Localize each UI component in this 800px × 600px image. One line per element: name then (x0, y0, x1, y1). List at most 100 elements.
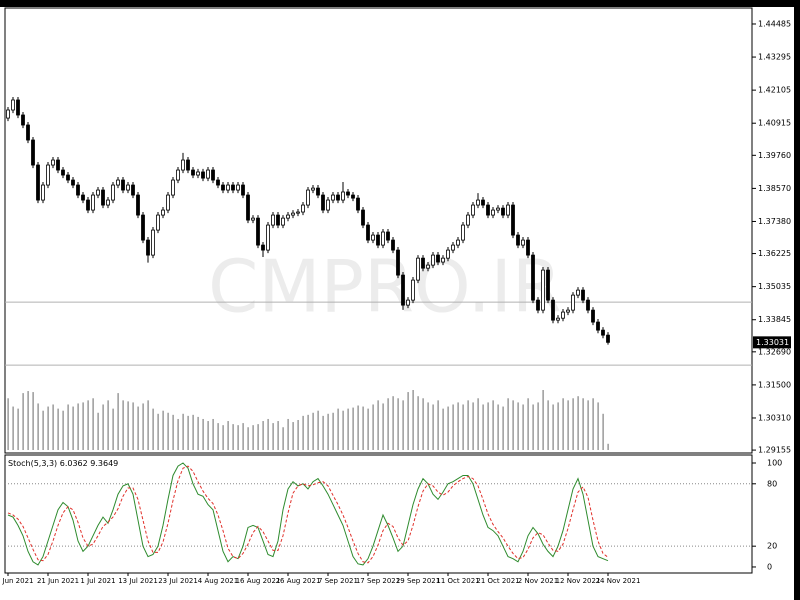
volume-bar (107, 400, 109, 450)
y-tick-label: 1.43295 (758, 53, 791, 62)
volume-bar (417, 396, 419, 450)
candle-body (236, 184, 240, 191)
candle-body (86, 199, 90, 211)
candle-body (431, 254, 435, 266)
candle-body (551, 299, 555, 321)
candle-body (226, 184, 230, 191)
candle-body (456, 239, 460, 246)
volume-bar (247, 427, 249, 450)
candle-body (31, 139, 35, 166)
volume-bar (92, 398, 94, 450)
candle-body (576, 289, 580, 296)
volume-bar (82, 402, 84, 450)
candle-body (6, 109, 10, 119)
volume-bar (537, 402, 539, 450)
volume-bar (57, 408, 59, 450)
volume-bar (532, 404, 534, 450)
candle-body (316, 187, 320, 196)
volume-bar (287, 418, 289, 450)
candle-body (96, 189, 100, 196)
candle-body (451, 244, 455, 251)
y-tick-label: 20 (767, 542, 777, 551)
candle-body (481, 199, 485, 206)
candle-body (136, 194, 140, 216)
x-tick-label: 17 Sep 2021 (356, 577, 400, 585)
y-tick-label: 1.40915 (758, 119, 791, 128)
volume-bar (452, 404, 454, 450)
volume-bar (207, 421, 209, 450)
current-price-box (753, 336, 791, 349)
candle-body (566, 309, 570, 313)
x-tick-label: 1 Jul 2021 (80, 577, 115, 585)
volume-bar (382, 403, 384, 450)
volume-bar (97, 412, 99, 450)
candle-body (331, 194, 335, 201)
candle-body (51, 159, 55, 166)
volume-bar (307, 414, 309, 450)
candle-body (341, 191, 345, 201)
volume-bar (517, 402, 519, 450)
candle-body (106, 199, 110, 206)
volume-bar (607, 443, 609, 450)
volume-bar (102, 404, 104, 450)
volume-bar (432, 404, 434, 450)
candle-body (146, 239, 150, 256)
candle-body (306, 189, 310, 206)
x-tick-label: 12 Nov 2021 (556, 577, 601, 585)
candle-body (361, 209, 365, 226)
candle-body (411, 279, 415, 301)
y-tick-label: 1.37380 (758, 217, 791, 226)
candle-body (151, 229, 155, 256)
candle-body (471, 204, 475, 216)
candle-body (11, 99, 15, 111)
candle-body (541, 269, 545, 311)
volume-bar (387, 398, 389, 450)
volume-bar (497, 404, 499, 450)
candle-body (531, 254, 535, 301)
candle-body (116, 179, 120, 186)
y-tick-label: 0 (767, 562, 772, 571)
volume-bar (137, 406, 139, 450)
candle-body (271, 214, 275, 226)
x-tick-label: 7 Sep 2021 (318, 577, 358, 585)
volume-bar (72, 406, 74, 450)
volume-bar (142, 403, 144, 450)
candle-body (111, 184, 115, 201)
volume-bar (332, 412, 334, 450)
volume-bar (597, 402, 599, 450)
volume-bar (422, 398, 424, 450)
candle-body (501, 207, 505, 216)
x-tick-label: 21 Oct 2021 (476, 577, 519, 585)
candle-body (71, 179, 75, 186)
stoch-main-value: 6.0362 (60, 459, 88, 468)
candle-body (491, 209, 495, 216)
volume-bar (397, 398, 399, 450)
candle-body (446, 249, 450, 259)
volume-bar (187, 415, 189, 450)
volume-bar (327, 413, 329, 450)
x-tick-label: 11 Oct 2021 (436, 577, 479, 585)
candle-body (386, 231, 390, 241)
candle-body (511, 204, 515, 236)
watermark: CMPRO.IR (208, 245, 562, 329)
volume-bar (312, 412, 314, 450)
volume-bar (502, 406, 504, 450)
volume-bar (167, 412, 169, 450)
candle-body (311, 187, 315, 191)
candle-body (606, 334, 610, 343)
volume-bar (47, 406, 49, 450)
y-tick-label: 100 (767, 459, 782, 468)
volume-bar (17, 408, 19, 450)
volume-bar (572, 398, 574, 450)
candle-body (436, 254, 440, 263)
stoch-line (7, 465, 609, 564)
chart-background (0, 7, 794, 600)
volume-bar (292, 422, 294, 450)
volume-bar (257, 424, 259, 450)
stoch-signal-value: 9.3649 (90, 459, 118, 468)
candle-body (571, 294, 575, 311)
candle-body (546, 269, 550, 301)
volume-bar (242, 423, 244, 450)
volume-bar (592, 398, 594, 450)
x-tick-label: 16 Aug 2021 (236, 577, 281, 585)
